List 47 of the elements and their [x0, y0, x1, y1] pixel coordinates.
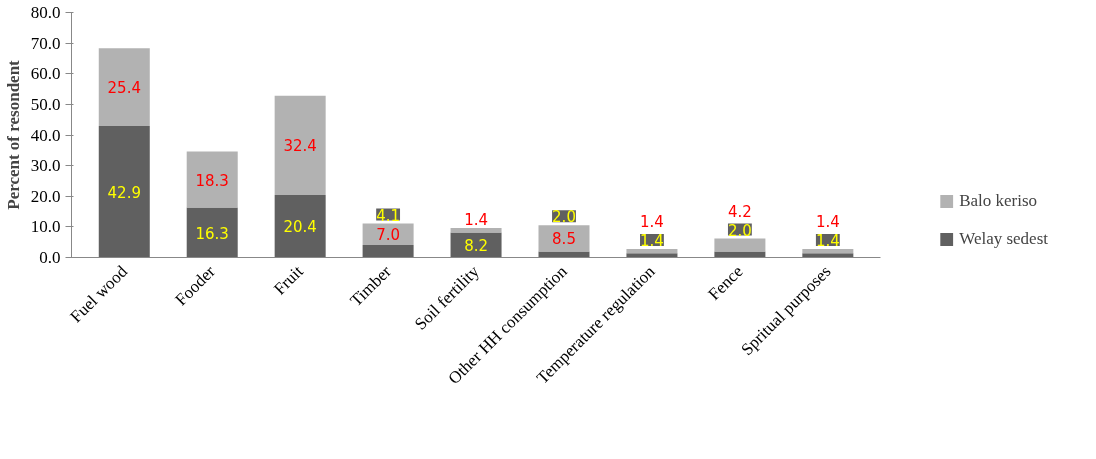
bar: [186, 207, 238, 258]
data-label: 42.9: [107, 183, 141, 202]
bar: [362, 244, 414, 258]
data-label: 7.0: [376, 226, 401, 245]
bar: [450, 228, 502, 233]
data-label: 1.4: [640, 231, 664, 250]
data-label: 2.0: [552, 208, 576, 227]
data-label: 4.2: [727, 202, 752, 221]
data-label: 1.4: [464, 211, 488, 230]
y-tick-label: 10.0: [30, 217, 61, 237]
data-label: 2.0: [727, 221, 752, 240]
y-tick-label: 40.0: [30, 125, 61, 145]
y-tick-label: 70.0: [30, 33, 61, 53]
bar: [626, 253, 678, 258]
bar: [538, 251, 590, 258]
data-label: 4.1: [376, 206, 401, 225]
y-tick-label: 30.0: [30, 156, 61, 176]
bar: [802, 253, 854, 258]
y-tick-label: 0.0: [39, 248, 61, 267]
data-label: 1.4: [640, 212, 664, 231]
bar: [802, 248, 854, 254]
data-label: 16.3: [195, 224, 229, 243]
data-label: 32.4: [283, 137, 317, 156]
bar: [98, 48, 150, 127]
legend-label: Welay sedest: [959, 229, 1048, 249]
data-label: 18.3: [195, 171, 229, 190]
bar: [274, 195, 326, 258]
data-label: 20.4: [283, 218, 317, 237]
x-tick-label: Fruit: [270, 261, 308, 299]
bar: [538, 225, 590, 252]
y-tick-label: 60.0: [30, 64, 61, 84]
data-label: 1.4: [815, 231, 840, 250]
y-tick-label: 80.0: [30, 3, 61, 22]
bar: [98, 126, 150, 258]
data-label: 8.5: [552, 230, 576, 249]
legend-label: Balo keriso: [959, 191, 1038, 211]
y-axis-title: Percent of resondent: [3, 59, 23, 210]
bar: [626, 248, 678, 254]
bar: [714, 251, 766, 258]
bar: [186, 151, 238, 208]
bar: [714, 238, 766, 252]
data-label: 25.4: [107, 79, 141, 98]
data-label: 8.2: [464, 236, 488, 255]
y-tick-label: 50.0: [30, 94, 61, 114]
bar: [274, 95, 326, 196]
data-label: 1.4: [815, 212, 840, 231]
y-tick-label: 20.0: [30, 186, 61, 206]
